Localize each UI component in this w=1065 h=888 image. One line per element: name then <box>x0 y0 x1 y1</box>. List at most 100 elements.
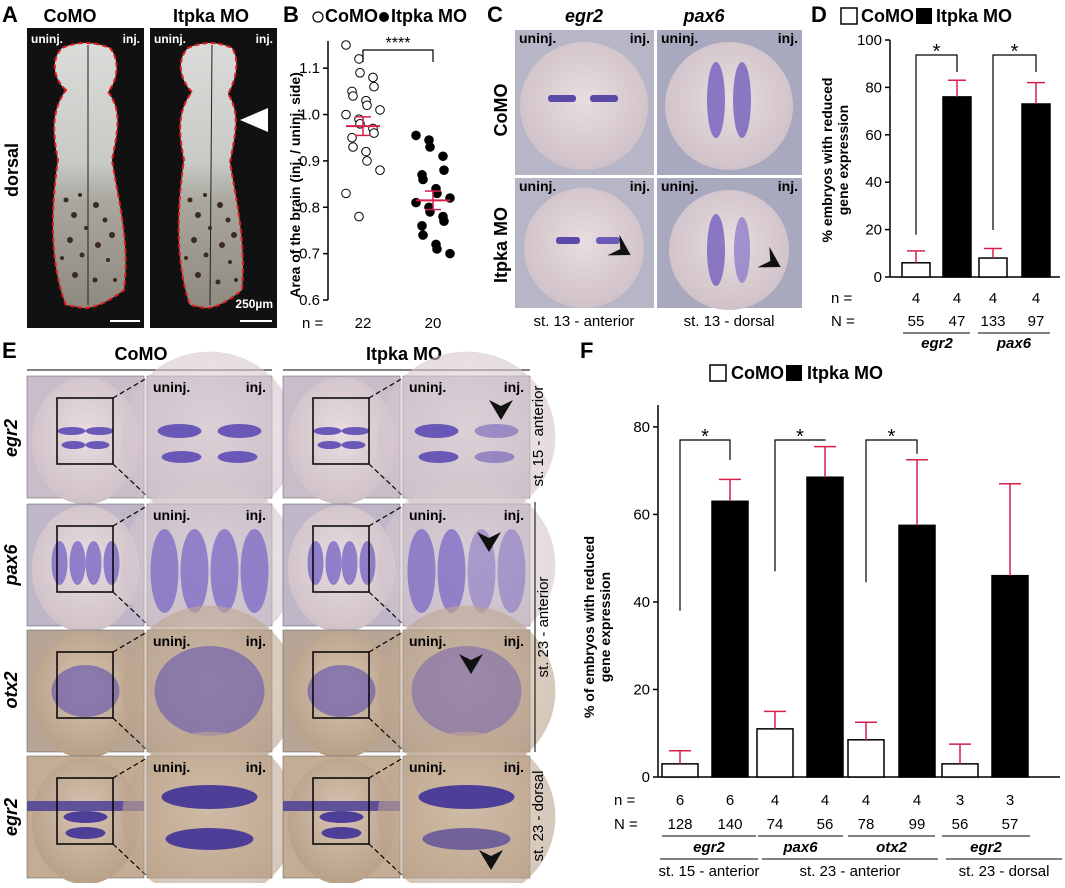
e-stain <box>161 785 258 809</box>
f-n-value: 6 <box>676 792 684 809</box>
e-stain <box>69 541 86 585</box>
f-stage-label: st. 23 - dorsal <box>959 863 1050 880</box>
f-N-value: 78 <box>858 816 875 833</box>
e-uninj-label: uninj. <box>153 633 190 649</box>
e-stain <box>161 451 202 463</box>
b-data-point <box>355 68 365 78</box>
e-zoom-box <box>312 397 370 465</box>
d-n-value: 4 <box>912 290 920 307</box>
d-y-tick-label: 20 <box>865 222 882 239</box>
e-zoom-connector <box>112 377 148 399</box>
panel-d-legend-itpka: Itpka MO <box>936 6 1012 26</box>
e-uninj-label: uninj. <box>153 759 190 775</box>
b-data-point <box>354 54 364 64</box>
e-stain <box>165 828 254 850</box>
panel-f-legend-itpka: Itpka MO <box>807 363 883 383</box>
f-N-value: 56 <box>817 816 834 833</box>
panel-b-legend-itpka: Itpka MO <box>391 6 467 26</box>
panel-b-chart: 0.6 0.7 0.8 0.9 1.0 1.1 **** <box>299 35 455 309</box>
e-stain <box>437 529 466 613</box>
panel-e-row2: pax6 <box>1 543 21 586</box>
e-embryo-zoom <box>122 731 297 888</box>
e-inj-label: inj. <box>246 507 266 523</box>
e-stain <box>474 424 519 438</box>
e-stain <box>63 811 108 823</box>
b-data-point <box>347 132 357 143</box>
panel-d-ylabel1: % embryos with reduced <box>819 78 835 243</box>
f-bar <box>991 574 1029 778</box>
b-data-point <box>439 216 449 226</box>
panel-c-row-como: CoMO <box>491 84 511 137</box>
e-inj-label: inj. <box>246 379 266 395</box>
b-data-point <box>348 142 358 152</box>
e-stain <box>359 541 376 585</box>
arrowhead-icon <box>479 850 503 870</box>
e-stain <box>341 541 358 585</box>
b-data-point <box>368 72 378 83</box>
panel-e-row3: otx2 <box>1 671 21 708</box>
c-uninj-1: uninj. <box>519 30 556 46</box>
e-stain <box>51 541 68 585</box>
b-data-point <box>445 248 455 259</box>
panel-a-side-label: dorsal <box>2 143 22 197</box>
panel-c-image-itpka-egr2 <box>515 178 654 308</box>
e-embryo-zoom <box>377 351 556 523</box>
f-stage-label: st. 23 - anterior <box>800 863 901 880</box>
f-bar <box>941 763 979 778</box>
d-sig-bracket <box>915 54 958 235</box>
e-zoom-connector <box>112 505 148 527</box>
f-sig-label: * <box>701 426 709 448</box>
e-zoom-connector <box>368 505 404 527</box>
d-N-value: 47 <box>949 313 966 330</box>
f-N-label: N = <box>614 816 638 833</box>
d-N-value: 97 <box>1028 313 1045 330</box>
b-y-tick-label: 0.6 <box>299 292 320 309</box>
f-n-value: 4 <box>821 792 829 809</box>
d-n-label: n = <box>831 290 853 307</box>
panel-d-legend-como: CoMO <box>861 6 914 26</box>
panel-a-col-itpka: Itpka MO <box>173 6 249 26</box>
panel-c-col-pax6: pax6 <box>682 6 725 26</box>
f-sig-label: * <box>888 426 896 448</box>
f-gene-label: egr2 <box>693 839 725 856</box>
f-y-tick-label: 60 <box>633 506 650 523</box>
e-stain <box>307 541 324 585</box>
d-bar <box>1021 103 1051 278</box>
f-y-tick-label: 80 <box>633 419 650 436</box>
legend-itpka-symbol <box>379 12 389 22</box>
legend-itpka-box <box>916 8 932 24</box>
c-uninj-4: uninj. <box>661 178 698 194</box>
f-n-label: n = <box>614 792 636 809</box>
e-stain <box>474 451 515 463</box>
panel-f-legend-como: CoMO <box>731 363 784 383</box>
e-stain <box>422 828 511 850</box>
d-gene-label: pax6 <box>996 335 1032 352</box>
f-N-value: 99 <box>909 816 926 833</box>
panel-e-stage2: st. 23 - anterior <box>535 577 552 678</box>
f-gene-label: egr2 <box>970 839 1002 856</box>
e-zoom-box <box>312 525 370 593</box>
panel-b-n-como: 22 <box>355 315 372 332</box>
e-uninj-label: uninj. <box>409 507 446 523</box>
d-sig-label: * <box>933 41 941 63</box>
arrowhead-icon <box>477 532 501 552</box>
b-data-point <box>375 105 385 115</box>
e-zoom-box <box>56 651 114 719</box>
panel-a-scale-label: 250µm <box>235 297 273 311</box>
e-zoom-connector <box>368 377 404 399</box>
panel-e-col-itpka: Itpka MO <box>366 344 442 364</box>
d-sig-bracket <box>992 54 1037 231</box>
d-N-value: 133 <box>980 313 1005 330</box>
e-stain <box>321 827 362 839</box>
e-stain <box>51 665 120 717</box>
b-y-tick-label: 1.1 <box>299 60 320 77</box>
e-uninj-label: uninj. <box>409 759 446 775</box>
e-stain <box>157 424 202 438</box>
f-sig-bracket <box>865 439 918 583</box>
panel-e-row4: egr2 <box>1 798 21 836</box>
e-stain <box>57 427 86 435</box>
d-y-tick-label: 80 <box>865 79 882 96</box>
panel-d-label: D <box>811 2 827 27</box>
b-data-point <box>362 100 372 111</box>
